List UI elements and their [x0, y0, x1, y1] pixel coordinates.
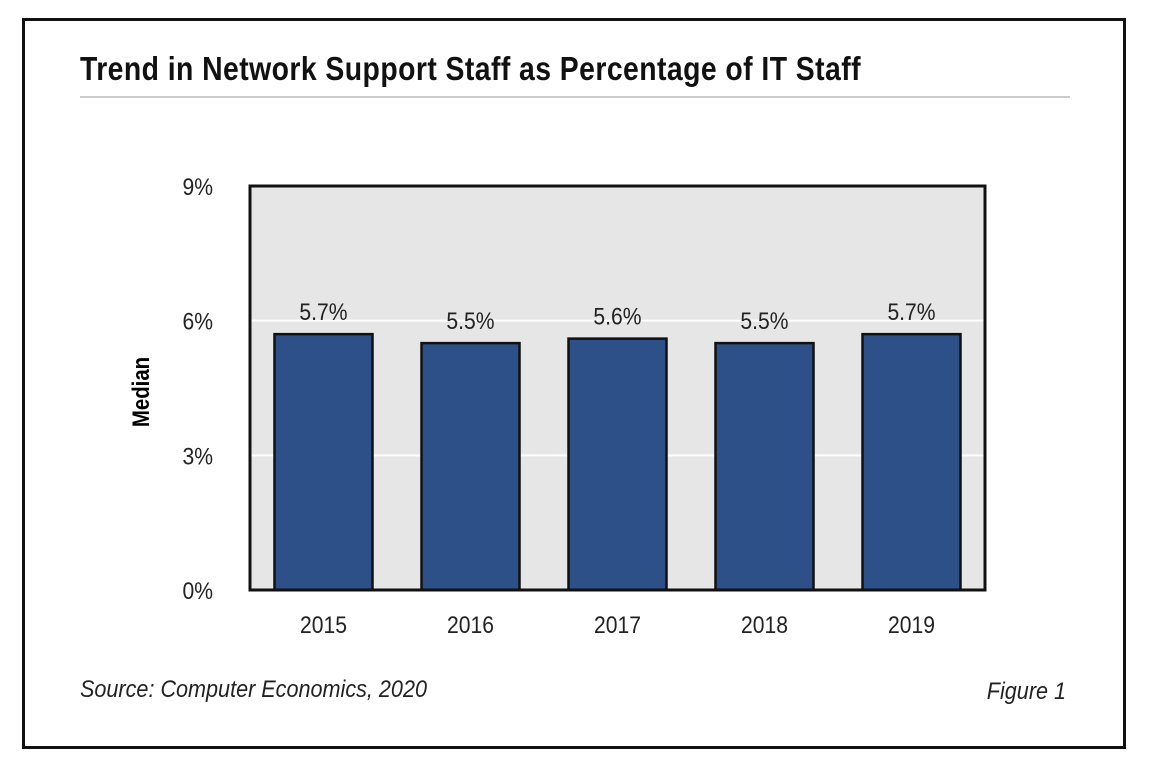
- bar-2016: [420, 341, 521, 592]
- y-tick-label: 0%: [182, 578, 213, 605]
- y-tick-label: 3%: [182, 443, 213, 470]
- data-label: 5.6%: [593, 303, 641, 330]
- y-tick-label: 6%: [182, 308, 213, 335]
- source-note: Source: Computer Economics, 2020: [80, 676, 427, 703]
- data-label: 5.7%: [299, 299, 347, 326]
- bar-2015: [273, 332, 374, 592]
- figure-frame: [22, 18, 1126, 749]
- data-label: 5.7%: [887, 299, 935, 326]
- y-tick-label: 9%: [182, 174, 213, 201]
- chart-title: Trend in Network Support Staff as Percen…: [80, 50, 861, 87]
- x-tick-label: 2017: [594, 612, 641, 639]
- x-tick-label: 2015: [300, 612, 347, 639]
- figure-label: Figure 1: [986, 678, 1066, 705]
- bar-2019: [861, 332, 962, 592]
- title-divider: [80, 96, 1070, 98]
- plot-border: [248, 184, 987, 592]
- data-label: 5.5%: [446, 308, 494, 335]
- x-tick-label: 2018: [741, 612, 788, 639]
- bar-2017: [567, 337, 668, 592]
- bar-2018: [714, 341, 815, 592]
- x-tick-label: 2019: [888, 612, 935, 639]
- data-label: 5.5%: [740, 308, 788, 335]
- x-tick-label: 2016: [447, 612, 494, 639]
